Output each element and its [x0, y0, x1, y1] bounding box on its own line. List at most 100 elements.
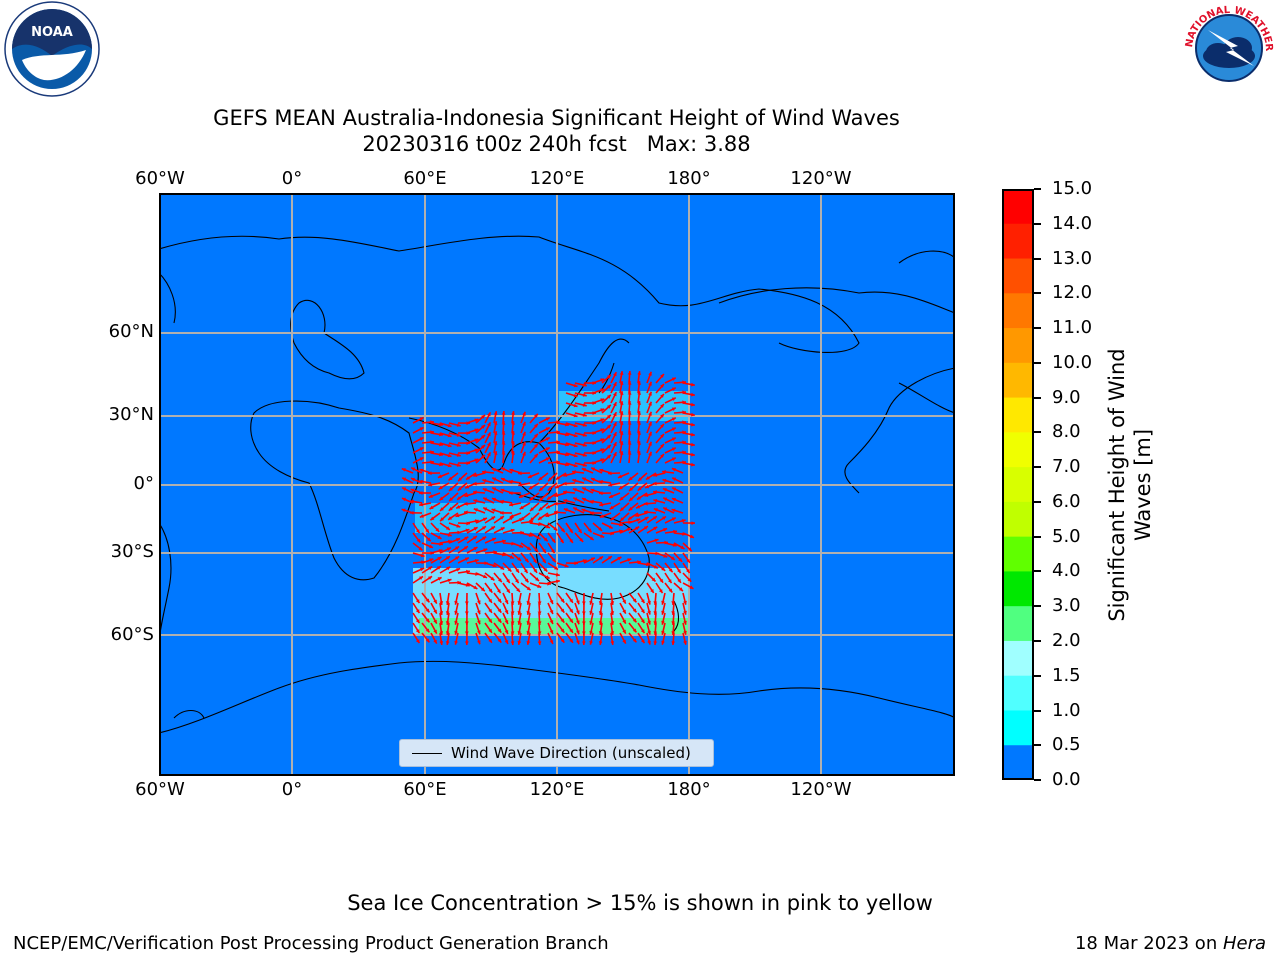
wave-direction-arrowhead	[415, 639, 420, 644]
wave-direction-arrowhead	[607, 556, 612, 560]
colorbar-tick-mark	[1034, 257, 1041, 260]
wave-direction-arrowhead	[473, 547, 478, 551]
wave-direction-arrowhead	[419, 447, 424, 451]
wave-direction-arrowhead	[487, 452, 491, 457]
wave-direction-arrowhead	[420, 567, 424, 572]
wave-direction-arrowhead	[487, 422, 491, 427]
wave-direction-arrowhead	[589, 610, 593, 615]
wave-direction-arrowhead	[680, 545, 685, 549]
wave-direction-arrowhead	[549, 620, 554, 624]
wave-direction-arrowhead	[433, 619, 437, 624]
wave-direction-arrowhead	[627, 451, 632, 455]
colorbar-tick-mark	[1034, 605, 1041, 608]
wave-direction-arrowhead	[445, 526, 450, 530]
wave-direction-arrowhead	[610, 516, 615, 521]
colorbar-tick-mark	[1034, 500, 1041, 503]
wave-direction-arrowhead	[637, 381, 642, 385]
wave-direction-arrowhead	[644, 501, 648, 506]
wave-direction-arrowhead	[638, 477, 642, 481]
colorbar-band	[1002, 293, 1034, 329]
wave-direction-arrowhead	[429, 558, 434, 562]
wave-direction-arrowhead	[632, 598, 637, 603]
colorbar-band	[1002, 258, 1034, 294]
wave-direction-arrowhead	[537, 584, 542, 588]
wave-direction-arrowhead	[465, 583, 470, 587]
wave-direction-arrowhead	[608, 483, 613, 487]
wave-direction-arrowhead	[498, 578, 502, 583]
wave-direction-arrowhead	[637, 391, 642, 395]
wave-direction-arrowhead	[410, 511, 414, 515]
wave-direction-arrowhead	[627, 421, 632, 425]
wave-direction-arrowhead	[613, 402, 617, 407]
wave-direction-arrowhead	[670, 556, 675, 560]
wave-direction-arrowhead	[686, 569, 690, 573]
wave-direction-arrowhead	[590, 557, 595, 562]
wave-direction-arrowhead	[504, 610, 509, 614]
wave-direction-arrowhead	[637, 496, 641, 500]
wave-direction-arrowhead	[456, 568, 461, 572]
wave-direction-arrowhead	[555, 476, 560, 480]
wave-direction-arrowhead	[653, 473, 658, 477]
colorbar-band	[1002, 710, 1034, 746]
wave-direction-arrowhead	[599, 491, 603, 496]
wave-direction-arrowhead	[573, 463, 578, 468]
wave-direction-arrowhead	[447, 463, 452, 468]
wave-direction-arrowhead	[491, 508, 496, 513]
wave-direction-arrowhead	[436, 566, 441, 570]
wave-direction-arrowhead	[661, 600, 665, 605]
wave-direction-arrowhead	[477, 640, 481, 645]
colorbar-tick-mark	[1034, 535, 1041, 538]
wave-direction-arrowhead	[661, 610, 665, 615]
wave-direction-arrowhead	[522, 431, 526, 436]
wave-direction-arrowhead	[563, 490, 567, 494]
wave-direction-arrowhead	[518, 471, 522, 476]
wave-direction-arrowhead	[425, 528, 429, 533]
colorbar-tick-label: 6.0	[1052, 490, 1081, 512]
colorbar-tick-mark	[1034, 709, 1041, 712]
colorbar-tick-label: 11.0	[1052, 317, 1093, 339]
wave-direction-arrowhead	[648, 451, 652, 456]
wave-direction-arrowhead	[648, 401, 652, 406]
wave-direction-arrowhead	[482, 488, 487, 492]
wave-direction-arrowhead	[671, 468, 676, 472]
wave-direction-arrowhead	[483, 548, 488, 552]
colorbar-tick-mark	[1034, 361, 1041, 364]
wave-direction-arrowhead	[552, 558, 556, 563]
colorbar-band	[1002, 397, 1034, 433]
wave-direction-arrowhead	[419, 417, 424, 421]
wave-direction-arrowhead	[439, 641, 444, 645]
wave-direction-arrowhead	[573, 497, 578, 502]
wave-direction-arrowhead	[687, 577, 692, 582]
wave-direction-arrowhead	[600, 388, 605, 392]
wave-direction-arrowhead	[547, 496, 551, 500]
colorbar-tick-label: 3.0	[1052, 595, 1081, 617]
wave-direction-arrowhead	[439, 611, 444, 615]
wave-direction-arrowhead	[474, 418, 479, 423]
wave-direction-arrowhead	[582, 463, 587, 467]
wave-direction-arrowhead	[493, 411, 498, 415]
wave-direction-arrowhead	[563, 473, 568, 477]
wave-direction-arrowhead	[581, 468, 586, 472]
wave-direction-arrowhead	[446, 547, 451, 551]
wave-direction-arrowhead	[487, 432, 491, 437]
wave-direction-arrowhead	[428, 566, 433, 571]
footer-date: 18 Mar 2023 on Hera	[1075, 933, 1266, 954]
wave-direction-arrowhead	[660, 394, 664, 398]
wave-direction-arrowhead	[671, 387, 676, 391]
wave-direction-arrowhead	[419, 457, 424, 461]
wave-direction-arrowhead	[464, 536, 469, 541]
wave-direction-arrowhead	[493, 441, 498, 445]
colorbar-band	[1002, 362, 1034, 399]
wave-direction-arrowhead	[691, 432, 695, 437]
wave-direction-arrowhead	[415, 619, 420, 624]
wave-direction-arrowhead	[483, 507, 488, 511]
wave-direction-arrowhead	[493, 451, 498, 455]
wave-direction-arrowhead	[454, 600, 458, 605]
wave-direction-arrowhead	[632, 608, 637, 613]
wave-direction-arrowhead	[618, 474, 622, 479]
wave-direction-arrowhead	[671, 437, 676, 441]
wave-direction-arrowhead	[619, 411, 624, 415]
wave-direction-arrowhead	[613, 382, 617, 387]
wave-direction-arrowhead	[504, 600, 509, 604]
wave-direction-arrowhead	[628, 476, 633, 481]
